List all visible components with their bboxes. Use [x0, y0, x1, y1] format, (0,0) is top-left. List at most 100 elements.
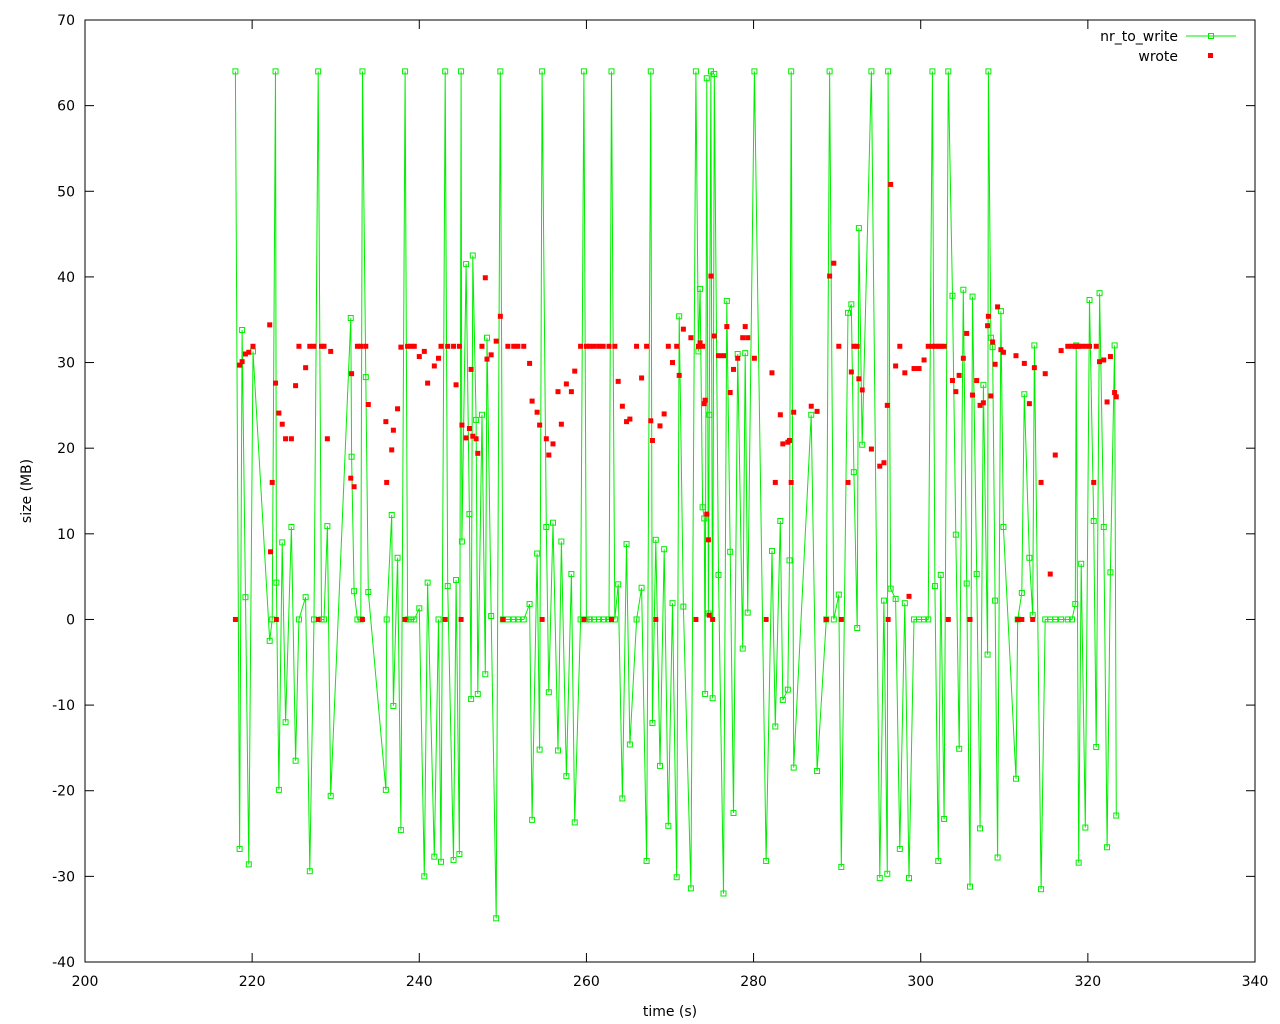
wrote-point: [701, 401, 707, 407]
nr-to-write-point: [992, 597, 999, 604]
wrote-point: [740, 335, 746, 341]
wrote-point: [307, 343, 313, 349]
wrote-point: [700, 343, 706, 349]
wrote-point: [836, 343, 842, 349]
wrote-point: [1082, 343, 1088, 349]
wrote-point: [1047, 571, 1053, 577]
nr-to-write-point: [534, 550, 541, 557]
nr-to-write-point: [638, 584, 645, 591]
wrote-point: [1000, 349, 1006, 355]
wrote-point: [763, 616, 769, 622]
nr-to-write-point: [808, 411, 815, 418]
nr-to-write-point: [709, 695, 716, 702]
wrote-point: [546, 452, 552, 458]
wrote-point: [644, 343, 650, 349]
wrote-point: [408, 343, 414, 349]
nr-to-write-point: [266, 637, 273, 644]
wrote-point: [787, 437, 793, 443]
nr-to-write-point: [529, 816, 536, 823]
wrote-point: [624, 419, 630, 425]
wrote-point: [985, 313, 991, 319]
wrote-point: [273, 616, 279, 622]
wrote-point: [296, 343, 302, 349]
wrote-point: [702, 397, 708, 403]
nr-to-write-point: [929, 68, 936, 75]
wrote-point: [1038, 479, 1044, 485]
wrote-point: [445, 343, 451, 349]
wrote-point: [537, 422, 543, 428]
nr-to-write-point: [665, 822, 672, 829]
nr-to-write-point: [273, 579, 280, 586]
wrote-point: [945, 616, 951, 622]
nr-to-write-point: [1075, 859, 1082, 866]
nr-to-write-point: [643, 857, 650, 864]
wrote-point: [558, 421, 564, 427]
wrote-point: [398, 344, 404, 350]
nr-to-write-point: [937, 571, 944, 578]
nr-to-write-point: [711, 70, 718, 77]
wrote-point: [425, 380, 431, 386]
wrote-point: [657, 423, 663, 429]
nr-to-write-point: [892, 595, 899, 602]
wrote-point: [529, 398, 535, 404]
wrote-point: [1112, 390, 1118, 396]
nr-to-write-point: [327, 792, 334, 799]
wrote-point: [956, 372, 962, 378]
nr-to-write-line: [234, 71, 1117, 919]
y-tick-label: 0: [66, 612, 75, 628]
nr-to-write-point: [963, 580, 970, 587]
wrote-point: [1052, 452, 1058, 458]
wrote-point: [293, 383, 299, 389]
wrote-point: [405, 343, 411, 349]
nr-to-write-point: [1031, 342, 1038, 349]
wrote-point: [451, 343, 457, 349]
nr-to-write-point: [830, 616, 837, 623]
nr-to-write-point: [699, 504, 706, 511]
wrote-point: [389, 447, 395, 453]
wrote-point: [949, 378, 955, 384]
wrote-point: [606, 343, 612, 349]
wrote-point: [848, 369, 854, 375]
wrote-point: [500, 616, 506, 622]
wrote-point: [791, 409, 797, 415]
x-axis: 200 220 240 260 280 300 320 340: [72, 20, 1268, 990]
wrote-point: [572, 368, 578, 374]
nr-to-write-point: [438, 858, 445, 865]
wrote-point: [674, 343, 680, 349]
nr-to-write-point: [1058, 616, 1065, 623]
wrote-point: [328, 348, 334, 354]
nr-to-write-point: [1096, 290, 1103, 297]
nr-to-write-point: [730, 809, 737, 816]
nr-to-write-point: [292, 757, 299, 764]
nr-to-write-point: [442, 68, 449, 75]
wrote-point: [854, 343, 860, 349]
y-tick-label: 50: [57, 184, 75, 200]
nr-to-write-point: [1052, 616, 1059, 623]
wrote-point: [269, 479, 275, 485]
wrote-point: [479, 343, 485, 349]
wrote-point: [543, 436, 549, 442]
wrote-point: [587, 343, 593, 349]
nr-to-write-point: [925, 616, 932, 623]
nr-to-write-point: [647, 68, 654, 75]
wrote-point: [384, 479, 390, 485]
nr-to-write-point: [469, 252, 476, 259]
wrote-point: [893, 363, 899, 369]
wrote-point: [1093, 343, 1099, 349]
nr-to-write-point: [701, 515, 708, 522]
wrote-point: [751, 355, 757, 361]
nr-to-write-point: [649, 720, 656, 727]
wrote-point: [609, 616, 614, 622]
wrote-point: [1019, 616, 1025, 622]
wrote-point: [619, 403, 625, 409]
legend: nr_to_write wrote: [1100, 29, 1236, 65]
wrote-point: [351, 484, 357, 490]
nr-to-write-point: [315, 68, 322, 75]
wrote-point: [431, 363, 437, 369]
nr-to-write-point: [456, 851, 463, 858]
wrote-point: [591, 343, 597, 349]
wrote-point: [780, 441, 786, 447]
wrote-point: [1113, 394, 1119, 400]
nr-to-write-point: [945, 68, 952, 75]
nr-to-write-point: [359, 68, 366, 75]
